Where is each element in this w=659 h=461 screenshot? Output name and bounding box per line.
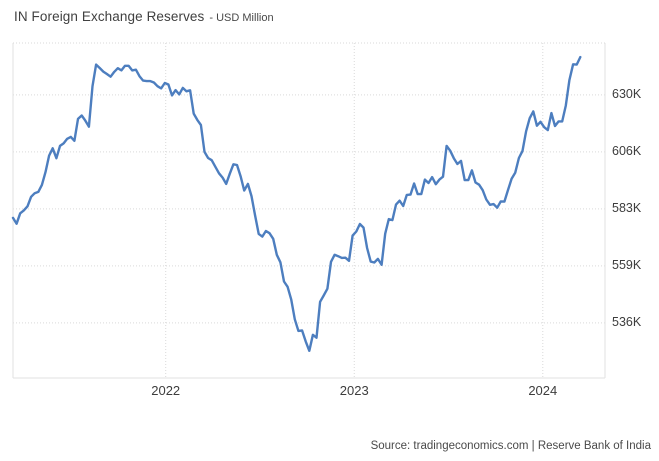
y-axis-label: 630K [612, 87, 642, 102]
x-axis-label: 2024 [528, 383, 558, 398]
y-axis-label: 559K [612, 258, 642, 273]
x-axis-label: 2022 [151, 383, 181, 398]
chart-subtitle: - USD Million [209, 12, 274, 24]
y-axis-label: 583K [612, 201, 642, 216]
chart-title: IN Foreign Exchange Reserves [14, 9, 205, 24]
y-axis-label: 536K [612, 315, 642, 330]
x-axis-label: 2023 [339, 383, 369, 398]
series-line [11, 55, 582, 352]
source-credit: Source: tradingeconomics.com | Reserve B… [370, 440, 651, 452]
chart-header: IN Foreign Exchange Reserves - USD Millio… [14, 8, 274, 26]
y-axis-label: 606K [612, 144, 642, 159]
